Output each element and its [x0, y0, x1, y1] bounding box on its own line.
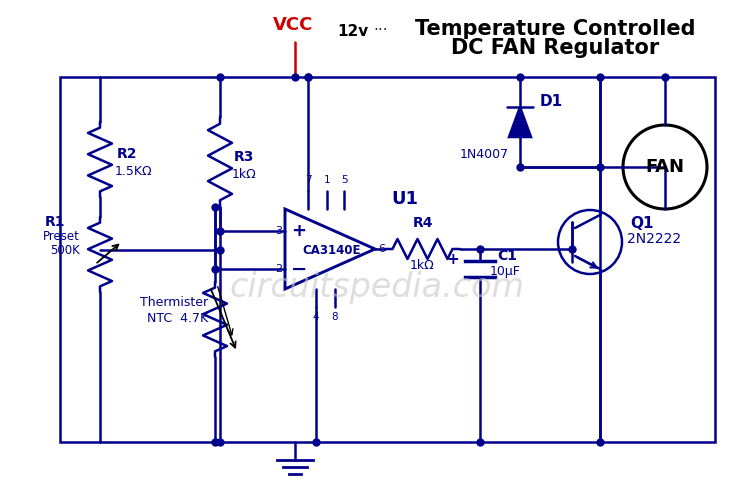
Text: 1: 1 — [324, 175, 331, 185]
Text: 7: 7 — [305, 175, 311, 185]
Text: 6: 6 — [378, 244, 385, 254]
Text: 2N2222: 2N2222 — [627, 232, 681, 246]
Text: 10µF: 10µF — [489, 264, 520, 277]
Text: 1.5KΩ: 1.5KΩ — [115, 165, 153, 178]
Text: 12v: 12v — [337, 23, 368, 38]
Text: +: + — [291, 222, 307, 240]
Text: 3: 3 — [275, 226, 282, 236]
Text: +: + — [447, 251, 459, 266]
Text: R1: R1 — [45, 215, 66, 229]
Text: NTC  4.7K: NTC 4.7K — [147, 312, 208, 325]
Text: CA3140E: CA3140E — [303, 245, 361, 257]
Text: R2: R2 — [117, 148, 137, 162]
Text: 1kΩ: 1kΩ — [232, 167, 257, 180]
Text: R4: R4 — [412, 216, 433, 230]
Text: 500K: 500K — [50, 245, 80, 257]
Text: DC FAN Regulator: DC FAN Regulator — [451, 38, 659, 58]
Text: −: − — [291, 259, 307, 278]
Text: FAN: FAN — [646, 158, 685, 176]
Text: circuitspedia.com: circuitspedia.com — [230, 270, 525, 304]
Text: D1: D1 — [540, 94, 563, 109]
Text: ...: ... — [373, 17, 387, 32]
Text: R3: R3 — [234, 150, 254, 164]
Bar — [60, 77, 715, 442]
Text: Temperature Controlled: Temperature Controlled — [414, 19, 695, 39]
Text: 8: 8 — [331, 312, 338, 322]
Text: VCC: VCC — [273, 16, 313, 34]
Text: 4: 4 — [313, 312, 319, 322]
Text: 2: 2 — [275, 264, 282, 274]
Text: Thermister: Thermister — [140, 296, 208, 309]
Text: 1N4007: 1N4007 — [460, 149, 509, 162]
Text: C1: C1 — [497, 249, 517, 263]
Text: U1: U1 — [392, 190, 418, 208]
Polygon shape — [509, 107, 531, 137]
Text: 5: 5 — [341, 175, 347, 185]
Text: Preset: Preset — [43, 231, 80, 244]
Text: Q1: Q1 — [630, 217, 654, 232]
Text: 1kΩ: 1kΩ — [410, 259, 435, 272]
